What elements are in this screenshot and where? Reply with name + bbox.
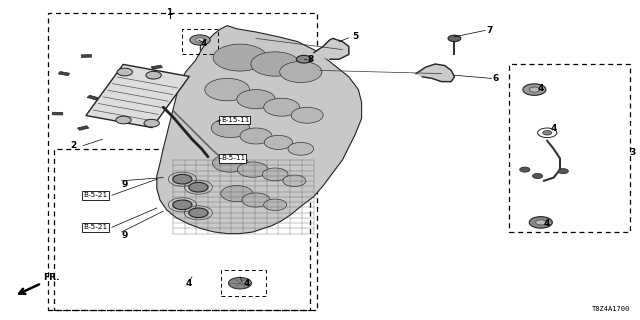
Text: 4: 4 — [544, 220, 550, 228]
Polygon shape — [314, 38, 349, 59]
Circle shape — [146, 71, 161, 79]
Text: B-5-11: B-5-11 — [221, 156, 245, 161]
Circle shape — [237, 90, 275, 109]
Bar — [186, 72, 198, 76]
PathPatch shape — [157, 26, 362, 234]
Circle shape — [189, 35, 210, 45]
Text: 2: 2 — [70, 141, 77, 150]
Circle shape — [189, 182, 208, 192]
Circle shape — [116, 116, 131, 124]
Text: FR.: FR. — [44, 273, 60, 282]
Circle shape — [536, 220, 546, 225]
Text: B-5-21: B-5-21 — [83, 192, 108, 198]
Bar — [152, 66, 162, 69]
Circle shape — [288, 142, 314, 155]
Circle shape — [558, 169, 568, 174]
Circle shape — [532, 173, 543, 179]
Bar — [187, 156, 197, 158]
Bar — [86, 64, 189, 128]
Circle shape — [221, 186, 253, 202]
Circle shape — [448, 35, 461, 42]
Circle shape — [520, 167, 530, 172]
Circle shape — [296, 55, 312, 63]
Circle shape — [264, 135, 292, 149]
Circle shape — [264, 98, 300, 116]
Circle shape — [228, 277, 252, 289]
Circle shape — [523, 84, 546, 95]
Bar — [87, 95, 99, 100]
Circle shape — [283, 175, 306, 187]
Bar — [77, 126, 89, 130]
Circle shape — [264, 199, 287, 211]
Circle shape — [240, 128, 272, 144]
Circle shape — [196, 38, 205, 42]
Text: B-5-21: B-5-21 — [83, 224, 108, 230]
Bar — [205, 160, 217, 164]
Circle shape — [529, 217, 552, 228]
Text: 6: 6 — [493, 74, 499, 83]
Circle shape — [173, 174, 192, 184]
Text: 4: 4 — [186, 279, 192, 288]
Text: 4: 4 — [200, 39, 207, 48]
Bar — [167, 151, 179, 156]
Circle shape — [237, 162, 268, 177]
Circle shape — [205, 78, 250, 101]
Text: 4: 4 — [243, 279, 250, 288]
Circle shape — [251, 52, 300, 76]
Circle shape — [213, 44, 267, 71]
Bar — [52, 112, 63, 116]
Text: 9: 9 — [122, 180, 128, 188]
Text: 1: 1 — [166, 8, 173, 17]
Text: 5: 5 — [352, 32, 358, 41]
Circle shape — [117, 68, 132, 76]
Circle shape — [529, 87, 540, 92]
Text: 7: 7 — [486, 26, 493, 35]
Bar — [148, 85, 159, 88]
Circle shape — [262, 168, 288, 181]
Text: T8Z4A1700: T8Z4A1700 — [592, 306, 630, 312]
Text: E-15-11: E-15-11 — [221, 117, 249, 123]
Polygon shape — [416, 64, 454, 82]
Circle shape — [543, 131, 552, 135]
Circle shape — [144, 119, 159, 127]
Text: 9: 9 — [122, 231, 128, 240]
Bar — [58, 72, 70, 76]
Text: 4: 4 — [550, 124, 557, 132]
Circle shape — [212, 154, 248, 172]
Text: 3: 3 — [629, 148, 636, 156]
Bar — [81, 54, 92, 58]
Bar — [199, 79, 211, 84]
Circle shape — [280, 61, 322, 83]
Circle shape — [242, 193, 270, 207]
Circle shape — [211, 118, 250, 138]
Circle shape — [189, 208, 208, 218]
Text: 4: 4 — [538, 84, 544, 92]
Circle shape — [291, 107, 323, 123]
Circle shape — [173, 200, 192, 210]
Text: 8: 8 — [307, 55, 314, 64]
